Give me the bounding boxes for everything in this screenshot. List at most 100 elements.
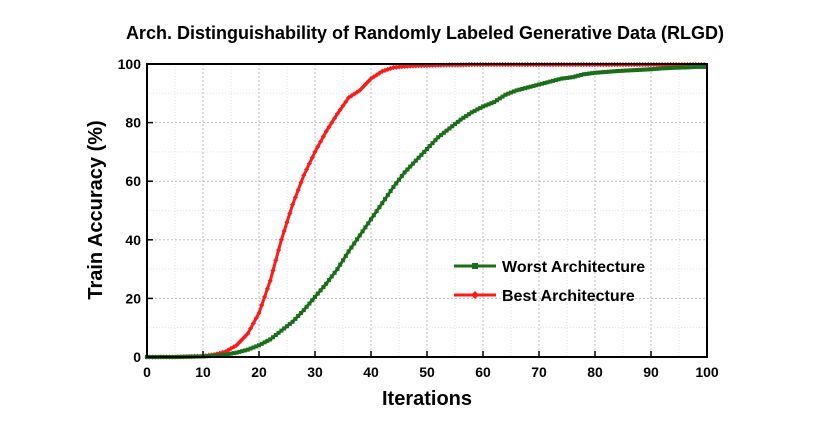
data-point [430, 62, 436, 68]
data-point [584, 71, 589, 76]
data-point [248, 346, 253, 351]
data-point [363, 225, 368, 230]
data-point [604, 69, 609, 74]
data-point [245, 347, 250, 352]
data-point [220, 352, 225, 357]
data-point [696, 64, 701, 69]
data-point [453, 122, 457, 127]
data-point [688, 65, 693, 70]
data-point [506, 91, 511, 96]
legend-marker [471, 291, 479, 299]
y-tick-label: 40 [125, 232, 141, 248]
data-point [285, 324, 289, 329]
data-point [287, 322, 292, 327]
data-point [399, 64, 405, 70]
data-point [290, 319, 295, 324]
data-point [231, 351, 236, 356]
chart-title: Arch. Distinguishability of Randomly Lab… [126, 23, 724, 43]
data-point [657, 66, 662, 71]
data-point [598, 70, 603, 75]
data-point [467, 112, 471, 117]
data-point [472, 108, 477, 113]
data-point [433, 138, 438, 143]
data-point [290, 202, 296, 208]
grid [146, 63, 708, 358]
data-point [355, 237, 359, 242]
data-point [637, 67, 642, 72]
data-point [278, 237, 284, 243]
data-point [629, 68, 634, 73]
data-point [441, 130, 446, 135]
data-point [576, 73, 581, 78]
legend-label: Best Architecture [502, 288, 635, 305]
x-tick-label: 20 [251, 364, 267, 380]
data-point [495, 98, 499, 103]
data-point [369, 217, 373, 222]
data-point [615, 69, 620, 74]
data-point [298, 180, 304, 186]
data-point [565, 75, 569, 80]
data-point [351, 91, 357, 97]
data-point [542, 81, 547, 86]
data-point [397, 177, 401, 182]
data-point [475, 107, 480, 112]
y-tick-label: 0 [133, 349, 141, 365]
data-point [693, 64, 698, 69]
data-point [559, 76, 564, 81]
data-point [377, 205, 382, 210]
data-point [226, 352, 231, 357]
x-tick-label: 10 [195, 364, 211, 380]
data-point [450, 124, 455, 129]
data-point [304, 166, 310, 173]
data-point [251, 345, 256, 350]
x-axis-title: Iterations [382, 388, 472, 410]
data-point [416, 155, 421, 160]
data-point [419, 152, 424, 157]
data-point [341, 258, 345, 263]
data-point [523, 86, 527, 91]
data-point [262, 340, 267, 345]
data-point [217, 353, 222, 358]
data-point [646, 67, 651, 72]
data-point [402, 170, 407, 175]
data-point [254, 344, 259, 349]
data-point [296, 313, 301, 318]
data-point [432, 62, 438, 68]
data-point [371, 74, 377, 80]
x-tick-label: 70 [531, 364, 547, 380]
data-point [668, 65, 673, 70]
data-point [422, 149, 427, 154]
data-point [404, 63, 410, 69]
data-point [276, 247, 282, 253]
data-point [229, 351, 233, 356]
data-point [343, 99, 349, 105]
data-point [306, 161, 312, 167]
data-point [548, 79, 553, 84]
data-point [595, 70, 600, 75]
data-point [481, 104, 485, 109]
data-point [632, 68, 637, 73]
data-point [587, 71, 592, 76]
data-point [371, 213, 376, 218]
data-point [265, 338, 270, 343]
data-point [478, 105, 483, 110]
data-point [399, 174, 404, 179]
data-point [243, 348, 247, 353]
data-point [416, 63, 422, 69]
data-point [237, 349, 242, 354]
data-point [388, 65, 394, 72]
data-point [573, 74, 578, 79]
data-point [273, 257, 279, 263]
data-point [264, 286, 270, 292]
data-point [340, 103, 346, 109]
data-point [376, 70, 382, 76]
data-point [509, 90, 513, 95]
data-point [511, 89, 516, 94]
data-point [231, 344, 237, 350]
data-point [242, 333, 248, 340]
x-tick-label: 0 [143, 364, 151, 380]
data-point [590, 71, 595, 76]
data-point [334, 111, 340, 117]
data-point [212, 353, 217, 358]
data-point [455, 119, 460, 124]
